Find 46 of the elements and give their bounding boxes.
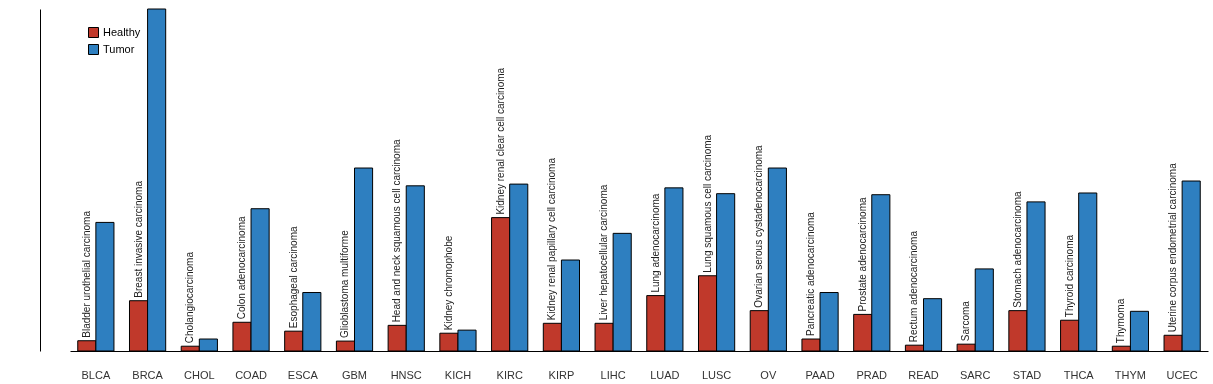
x-tick-label: KICH (444, 368, 472, 381)
annotation: Lung adenocarcinoma (649, 193, 661, 293)
annotation: Bladder urothelial carcinoma (80, 210, 92, 338)
annotation: Ovarian serous cystadenocarcinoma (753, 144, 765, 308)
legend-label: Healthy (103, 25, 141, 38)
annotation: Thyroid carcinoma (1063, 234, 1075, 318)
x-tick-label: THCA (1063, 368, 1095, 381)
x-tick-label: GBM (341, 368, 368, 381)
x-tick-label: LUSC (701, 368, 732, 381)
annotation: Sarcoma (960, 300, 972, 342)
annotation: Liver hepatocellular carcinoma (598, 184, 610, 321)
x-tick-label: PRAD (856, 368, 888, 381)
x-tick-label: PAAD (805, 368, 835, 381)
annotation: Prostate adenocarcinoma (856, 197, 868, 312)
x-tick-label: BRCA (132, 368, 164, 381)
annotation: Esophageal carcinoma (287, 226, 299, 329)
annotation: Kidney renal papillary cell carcinoma (546, 157, 558, 321)
x-tick-label: COAD (235, 368, 267, 381)
annotation: Stomach adenocarcinoma (1011, 191, 1023, 308)
x-tick-label: CHOL (184, 368, 215, 381)
legend-label: Tumor (103, 42, 135, 55)
x-tick-label: OV (760, 368, 777, 381)
annotation: Rectum adenocarcinoma (908, 230, 920, 343)
annotation: Kidney chromophobe (442, 235, 454, 331)
x-tick-label: KIRC (496, 368, 523, 381)
x-tick-label: READ (908, 368, 939, 381)
x-tick-label: LUAD (650, 368, 680, 381)
annotation: Thymoma (1115, 298, 1127, 344)
annotation: Breast invasive carcinoma (132, 180, 144, 298)
annotation: Uterine corpus endometrial carcinoma (1167, 162, 1179, 333)
annotation: Pancreatic adenocarcinoma (804, 211, 816, 337)
annotation: Kidney renal clear cell carcinoma (494, 67, 506, 215)
annotation: Glioblastoma multiforme (339, 229, 351, 339)
x-tick-label: UCEC (1166, 368, 1198, 381)
x-tick-label: HNSC (390, 368, 422, 381)
annotation: Head and neck squamous cell carcinoma (391, 139, 403, 323)
annotation: Colon adenocarcinoma (235, 215, 247, 320)
x-tick-label: BLCA (81, 368, 111, 381)
x-tick-label: THYM (1114, 368, 1146, 381)
annotation: Cholangiocarcinoma (184, 251, 196, 344)
x-tick-label: STAD (1012, 368, 1042, 381)
x-tick-label: KIRP (548, 368, 575, 381)
x-tick-label: SARC (959, 368, 991, 381)
x-tick-label: ESCA (287, 368, 319, 381)
x-tick-label: LIHC (600, 368, 626, 381)
annotation: Lung squamous cell carcinoma (701, 134, 713, 273)
